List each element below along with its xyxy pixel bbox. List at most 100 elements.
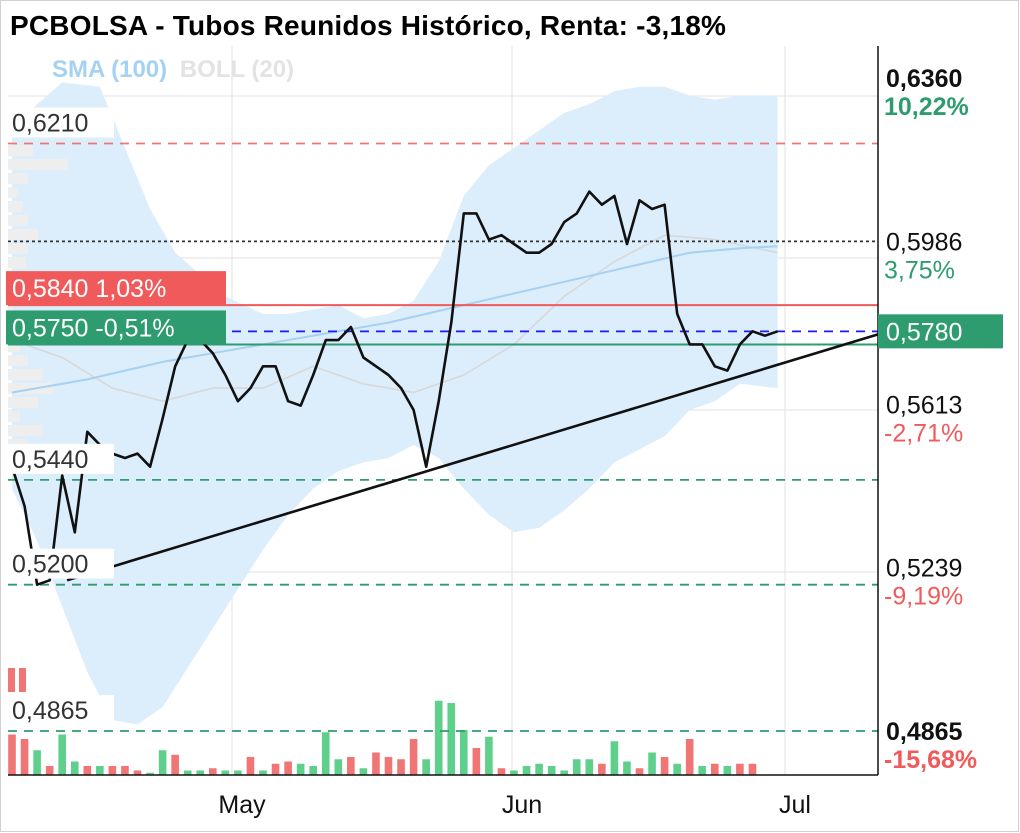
- right-price-label: 0,5986: [886, 228, 962, 256]
- volume-bar: [284, 761, 292, 775]
- level-label: 0,5440: [12, 446, 88, 474]
- volume-bar: [535, 763, 543, 775]
- volume-bar: [70, 761, 79, 775]
- volume-profile-bar: [8, 159, 68, 170]
- volume-bar: [372, 752, 380, 775]
- right-price-label: 0,5239: [886, 555, 962, 583]
- volume-bar: [259, 770, 267, 775]
- level-label-bg: [8, 107, 114, 138]
- volume-bar: [522, 766, 531, 775]
- volume-bar: [434, 700, 443, 775]
- volume-bar: [221, 770, 230, 775]
- volume-bar: [45, 766, 54, 775]
- right-price-label: 0,6360: [886, 65, 962, 93]
- volume-bar: [271, 763, 280, 775]
- volume-bars: [8, 668, 757, 775]
- sma-line: [11, 245, 778, 394]
- volume-bar: [698, 766, 707, 775]
- volume-bar: [321, 732, 330, 775]
- volume-profile-bar: [8, 229, 38, 240]
- chart-title: PCBOLSA - Tubos Reunidos Histórico, Rent…: [10, 10, 727, 41]
- volume-bar: [234, 770, 242, 775]
- volume-bar: [610, 741, 619, 775]
- volume-bar: [121, 766, 129, 775]
- level-label: 0,4865: [12, 697, 88, 725]
- volume-bar: [296, 763, 305, 775]
- volume-bar: [560, 770, 568, 775]
- price-badge-text: 0,5840 1,03%: [12, 275, 166, 303]
- price-line: [10, 190, 779, 586]
- level-label: 0,5200: [12, 551, 88, 579]
- volume-bar: [8, 668, 15, 692]
- volume-bar: [8, 734, 16, 775]
- right-pct-label: -15,68%: [884, 746, 977, 774]
- volume-profile-bar: [8, 243, 28, 254]
- volume-bar: [19, 668, 26, 692]
- volume-bar: [96, 766, 104, 775]
- level-label-bg: [8, 443, 114, 474]
- volume-bar: [685, 739, 694, 775]
- volume-bar: [660, 757, 669, 775]
- volume-bar: [547, 766, 556, 775]
- volume-bar: [409, 739, 418, 775]
- volume-profile-bar: [8, 369, 43, 380]
- x-tick-label: May: [218, 791, 266, 819]
- volume-bar: [598, 763, 606, 775]
- volume-profile-bar: [8, 215, 28, 226]
- volume-bar: [635, 768, 644, 775]
- volume-bar: [33, 750, 41, 775]
- level-label-bg: [8, 695, 114, 725]
- trendline: [66, 333, 879, 582]
- right-pct-label: -2,71%: [884, 419, 963, 447]
- legend-sma: SMA (100): [52, 56, 168, 83]
- volume-bar: [309, 766, 317, 775]
- volume-profile-bar: [8, 173, 28, 184]
- price-badge: [6, 271, 226, 306]
- volume-profile-bar: [8, 201, 23, 212]
- volume-bar: [171, 754, 179, 775]
- volume-profile-bar: [8, 411, 20, 422]
- volume-bar: [736, 763, 744, 775]
- x-tick-label: Jun: [502, 791, 542, 819]
- right-pct-label: 3,75%: [884, 256, 955, 284]
- level-label: 0,6210: [12, 110, 88, 138]
- volume-profile-bar: [8, 425, 43, 436]
- volume-profile-bar: [8, 187, 18, 198]
- volume-bar: [723, 766, 732, 775]
- volume-bar: [397, 759, 405, 775]
- title-box: PCBOLSA - Tubos Reunidos Histórico, Rent…: [6, 6, 735, 46]
- volume-bar: [384, 757, 393, 775]
- bollinger-band: [12, 82, 778, 725]
- volume-profile-bar: [8, 145, 33, 156]
- volume-profile-bar: [8, 397, 38, 408]
- volume-bar: [347, 757, 355, 775]
- volume-bar: [83, 766, 92, 775]
- volume-bar: [183, 770, 192, 775]
- current-price-badge: [878, 314, 1003, 349]
- x-tick-label: Jul: [779, 791, 811, 819]
- volume-bar: [58, 734, 66, 775]
- legend-boll: BOLL (20): [179, 56, 295, 83]
- volume-bar: [447, 703, 456, 775]
- volume-bar: [510, 770, 518, 775]
- volume-profile-bar: [8, 257, 26, 268]
- volume-bar: [146, 772, 154, 775]
- volume-profile-bar: [8, 341, 20, 352]
- current-price-text: 0,5780: [886, 318, 962, 346]
- volume-bar: [585, 759, 594, 775]
- price-badge-text: 0,5750 -0,51%: [12, 314, 175, 342]
- volume-bar: [485, 736, 493, 775]
- right-pct-label: -9,19%: [884, 583, 963, 611]
- volume-bar: [748, 763, 757, 775]
- volume-bar: [334, 759, 343, 775]
- volume-bar: [711, 763, 719, 775]
- volume-bar: [497, 768, 506, 775]
- right-pct-label: 10,22%: [884, 93, 969, 121]
- volume-bar: [673, 763, 681, 775]
- volume-bar: [572, 759, 581, 775]
- level-label-bg: [8, 548, 114, 579]
- volume-bar: [133, 770, 142, 775]
